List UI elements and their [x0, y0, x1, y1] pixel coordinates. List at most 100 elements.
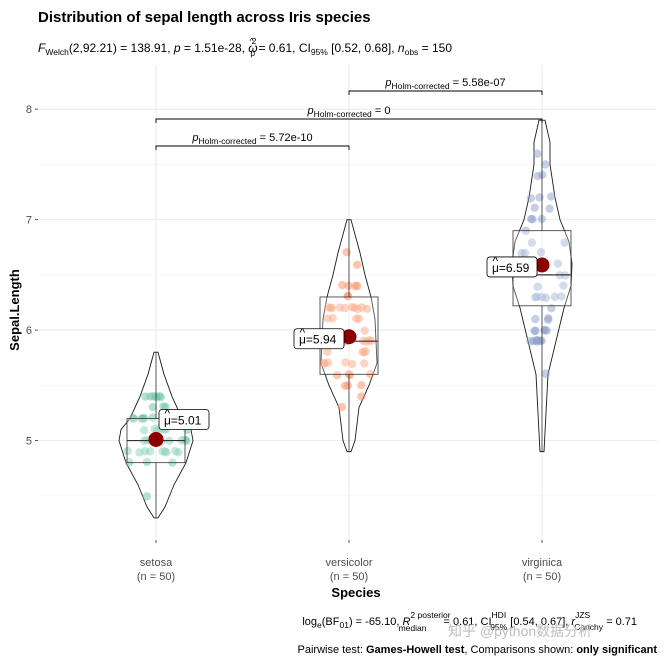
data-point	[360, 359, 369, 368]
data-point	[145, 447, 155, 456]
comparison-bracket: pHolm-corrected = 5.72e-10	[155, 132, 350, 150]
data-point	[559, 281, 568, 290]
y-tick-label: 7	[26, 215, 32, 227]
mean-label-text: μ=5.01	[164, 413, 202, 427]
caption-pairwise: Pairwise test: Games-Howell test, Compar…	[298, 644, 658, 656]
x-tick-count: (n = 50)	[523, 571, 561, 583]
data-point	[557, 292, 566, 301]
data-point	[550, 292, 560, 302]
data-point	[319, 358, 329, 368]
data-point	[141, 392, 150, 401]
data-point	[535, 193, 544, 202]
data-point	[526, 194, 535, 203]
mean-label: μ=5.94^	[293, 326, 345, 350]
mean-label-text: μ=6.59	[492, 261, 530, 275]
data-point	[158, 447, 167, 456]
data-point	[337, 280, 347, 290]
mean-label-box	[293, 328, 345, 350]
x-axis-title: Species	[331, 585, 380, 600]
data-point	[344, 281, 353, 290]
y-tick-label: 6	[26, 325, 32, 337]
data-point	[546, 192, 556, 201]
data-point	[532, 336, 541, 345]
x-tick-label: versicolor	[325, 557, 372, 569]
data-point	[553, 259, 563, 268]
data-point	[544, 313, 553, 323]
data-point	[533, 171, 542, 181]
data-point	[360, 326, 369, 335]
data-point	[541, 160, 550, 169]
y-axis-ticks: 5 6 7 8	[26, 104, 38, 448]
caption-bayes: loge(BF01) = -65.10, R2 posterior median …	[302, 610, 637, 633]
data-point	[532, 292, 542, 301]
watermark-text: 知乎 @python数据分析	[448, 623, 592, 639]
bracket-label: pHolm-corrected = 5.58e-07	[384, 77, 505, 91]
data-point	[545, 204, 554, 213]
data-point	[357, 392, 366, 401]
mean-label-hat: ^	[493, 254, 499, 268]
data-point	[139, 426, 149, 435]
x-tick-count: (n = 50)	[330, 571, 368, 583]
x-axis-categories: setosa (n = 50) versicolor (n = 50) virginic…	[137, 540, 563, 583]
data-point	[353, 304, 362, 314]
chart-subtitle: FWelch(2,92.21) = 138.91, p = 1.51e-28, …	[38, 36, 452, 58]
y-axis-title: Sepal.Length	[7, 269, 22, 351]
mean-label-text: μ=5.94	[299, 333, 337, 347]
data-point	[148, 413, 157, 422]
mean-label-box	[158, 409, 210, 430]
mean-label: μ=6.59^	[486, 254, 538, 278]
data-point	[352, 260, 362, 270]
data-point	[148, 402, 158, 412]
x-tick-count: (n = 50)	[137, 571, 175, 583]
data-point	[135, 448, 144, 457]
data-point	[332, 370, 342, 380]
data-point	[323, 347, 332, 357]
data-point	[328, 314, 337, 323]
data-point	[560, 238, 569, 247]
data-point	[123, 446, 132, 456]
data-point	[361, 347, 371, 356]
comparison-bracket: pHolm-corrected = 5.58e-07	[348, 77, 543, 95]
data-point	[357, 380, 366, 390]
data-point	[362, 304, 372, 314]
mean-label-box	[486, 256, 538, 278]
x-tick-label: setosa	[140, 557, 173, 569]
bracket-line	[348, 90, 543, 95]
data-point	[540, 326, 549, 335]
x-tick-label: virginica	[522, 557, 563, 569]
bracket-label: pHolm-corrected = 0	[307, 105, 391, 119]
data-point	[541, 369, 550, 378]
mean-label: μ=5.01^	[158, 406, 210, 430]
data-point	[528, 215, 537, 224]
mean-label-hat: ^	[300, 326, 306, 340]
mean-label-hat: ^	[165, 406, 171, 420]
species-group-virginica: μ=6.59^	[486, 119, 573, 453]
bracket-line	[155, 118, 543, 123]
mean-point	[148, 431, 164, 447]
violin-outline	[118, 351, 194, 519]
y-tick-label: 8	[26, 104, 32, 116]
data-point	[342, 248, 351, 257]
data-point	[536, 248, 546, 257]
data-point	[142, 457, 152, 467]
data-point	[527, 238, 537, 247]
data-point	[531, 326, 540, 336]
data-point	[354, 314, 364, 323]
data-point	[520, 248, 530, 258]
data-point	[156, 392, 166, 402]
comparison-bracket: pHolm-corrected = 0	[155, 105, 543, 123]
data-point	[150, 424, 159, 434]
species-group-versicolor: μ=5.94^	[293, 219, 379, 453]
data-point	[347, 359, 357, 369]
data-point	[337, 402, 347, 412]
data-point	[142, 492, 152, 501]
data-point	[343, 292, 353, 301]
mean-point	[341, 329, 357, 345]
data-point	[530, 203, 539, 212]
data-point	[159, 402, 168, 411]
data-point	[335, 303, 345, 312]
data-point	[343, 381, 353, 390]
data-point	[353, 281, 362, 291]
bracket-label: pHolm-corrected = 5.72e-10	[191, 132, 312, 146]
data-point	[533, 149, 542, 158]
